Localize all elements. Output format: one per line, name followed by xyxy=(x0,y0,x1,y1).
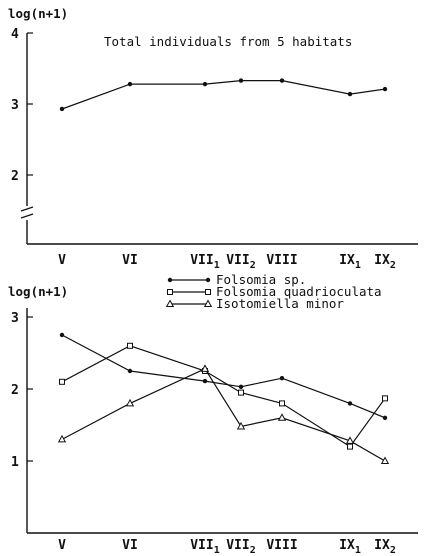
data-point-folsomia-sp xyxy=(59,332,65,338)
data-point-folsomia-sp xyxy=(127,368,133,374)
data-point-total-individuals xyxy=(382,86,388,92)
axis-break-mark xyxy=(20,206,34,212)
x-tick-label: IX1 xyxy=(339,253,361,271)
x-tick-label: VII1 xyxy=(190,253,220,271)
legend-marker-triangle xyxy=(203,299,213,307)
top-y-tick-label: 2 xyxy=(11,169,19,184)
data-point-isotomiella-minor xyxy=(277,413,287,421)
legend-entry-isotomiella-minor: Isotomiella minor xyxy=(165,296,344,311)
data-point-folsomia-sp xyxy=(382,415,388,420)
x-tick-label: VIII xyxy=(266,538,297,553)
data-point-total-individuals xyxy=(347,91,353,97)
x-tick-label: VI xyxy=(122,538,138,553)
legend-marker-triangle xyxy=(165,299,175,307)
data-point-folsomia-sp xyxy=(202,378,208,384)
data-point-isotomiella-minor xyxy=(380,456,390,464)
bottom-plot-area xyxy=(57,332,390,464)
legend-marker-square xyxy=(167,289,173,295)
data-point-total-individuals xyxy=(279,78,285,83)
legend-label-isotomiella-minor: Isotomiella minor xyxy=(216,296,344,311)
data-point-folsomia-quadrioculata xyxy=(59,378,65,385)
x-tick-label: VII2 xyxy=(226,538,256,556)
x-tick-label: V xyxy=(58,253,66,268)
data-point-folsomia-quadrioculata xyxy=(347,443,353,450)
x-tick-label: IX2 xyxy=(374,253,396,271)
legend-label-folsomia-sp: Folsomia sp. xyxy=(216,272,306,287)
legend-marker-dot xyxy=(205,277,211,283)
bottom-y-axis-label: log(n+1) xyxy=(8,284,68,299)
bottom-y-ticks: 3 2 1 xyxy=(11,311,33,470)
bottom-y-tick-label: 3 xyxy=(11,311,19,326)
top-y-tick-label: 4 xyxy=(11,27,19,42)
bottom-chart: log(n+1) 3 2 1 V VI VII1 VII2 VIII IX1 IX2 xyxy=(8,284,418,556)
data-point-folsomia-quadrioculata xyxy=(382,395,388,402)
data-point-total-individuals xyxy=(238,78,244,83)
x-tick-label: IX2 xyxy=(374,538,396,556)
top-y-axis-label: log(n+1) xyxy=(8,6,68,21)
data-point-folsomia-quadrioculata xyxy=(279,400,285,407)
data-point-isotomiella-minor xyxy=(236,421,246,430)
x-tick-label: VI xyxy=(122,253,138,268)
data-point-folsomia-quadrioculata xyxy=(238,389,244,396)
x-tick-label: V xyxy=(58,538,66,553)
top-x-tick-labels: V VI VII1 VII2 VIII IX1 IX2 xyxy=(58,253,396,271)
legend-entry-folsomia-sp: Folsomia sp. xyxy=(167,272,306,287)
data-point-total-individuals xyxy=(202,81,208,87)
top-y-tick-label: 3 xyxy=(11,98,19,113)
bottom-y-tick-label: 1 xyxy=(11,455,19,470)
data-point-total-individuals xyxy=(59,106,65,112)
legend-label-folsomia-quadrioculata: Folsomia quadrioculata xyxy=(216,284,382,299)
legend: Folsomia sp. Folsomia quadrioculata Isot… xyxy=(165,272,382,311)
data-point-folsomia-sp xyxy=(279,376,285,381)
data-point-total-individuals xyxy=(127,81,133,87)
bottom-x-tick-labels: V VI VII1 VII2 VIII IX1 IX2 xyxy=(58,538,396,556)
data-point-folsomia-sp xyxy=(347,401,353,406)
legend-entry-folsomia-quadrioculata: Folsomia quadrioculata xyxy=(167,284,382,299)
data-point-isotomiella-minor xyxy=(57,434,67,443)
data-point-isotomiella-minor xyxy=(345,436,355,444)
top-y-ticks: 4 3 2 xyxy=(11,27,33,184)
bottom-y-tick-label: 2 xyxy=(11,383,19,398)
top-plot-area xyxy=(59,78,388,112)
axis-break-mark xyxy=(20,213,34,219)
top-axis-break xyxy=(20,206,34,220)
series-line-total-individuals xyxy=(61,79,386,110)
top-chart: log(n+1) Total individuals from 5 habita… xyxy=(8,6,418,271)
data-point-isotomiella-minor xyxy=(200,364,210,372)
x-tick-label: VIII xyxy=(266,253,297,268)
legend-marker-square xyxy=(205,289,211,295)
x-tick-label: IX1 xyxy=(339,538,361,556)
x-tick-label: VII2 xyxy=(226,253,256,271)
x-tick-label: VII1 xyxy=(190,538,220,556)
data-point-folsomia-quadrioculata xyxy=(127,342,133,349)
data-point-folsomia-sp xyxy=(238,384,244,390)
series-line-folsomia-sp xyxy=(61,334,386,419)
legend-marker-dot xyxy=(167,277,173,283)
data-point-isotomiella-minor xyxy=(125,398,135,407)
top-chart-title: Total individuals from 5 habitats xyxy=(104,34,352,49)
